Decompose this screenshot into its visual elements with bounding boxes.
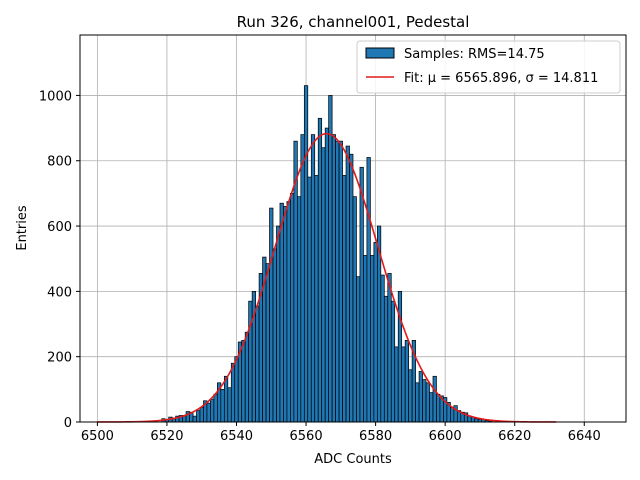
y-axis-label: Entries <box>15 205 30 251</box>
histogram-bar <box>363 255 368 423</box>
histogram-bar <box>283 206 288 423</box>
x-tick-label: 6500 <box>81 429 114 444</box>
histogram-bars <box>161 85 493 423</box>
legend: Samples: RMS=14.75 Fit: μ = 6565.896, σ … <box>356 40 621 94</box>
legend-label-samples: Samples: RMS=14.75 <box>404 47 545 62</box>
x-tick-label: 6580 <box>359 429 392 444</box>
histogram-bar <box>220 388 225 423</box>
histogram-bar <box>436 393 441 423</box>
histogram-bar <box>210 398 215 423</box>
histogram-bar <box>359 166 364 423</box>
histogram-bar <box>227 387 232 423</box>
histogram-bar <box>415 382 420 423</box>
histogram-bar <box>300 134 305 423</box>
y-tick-label: 1000 <box>39 89 72 104</box>
histogram-bar <box>317 117 323 423</box>
histogram-bar <box>230 362 236 423</box>
x-tick-label: 6640 <box>568 429 601 444</box>
histogram-bar <box>422 379 427 423</box>
histogram-bar <box>269 207 274 423</box>
histogram-bar <box>432 375 437 423</box>
histogram-bar <box>390 300 396 423</box>
histogram-bar <box>223 375 229 423</box>
histogram-bar <box>338 140 343 423</box>
histogram-bar <box>244 331 250 423</box>
histogram-bar <box>404 340 409 423</box>
histogram-bar <box>307 176 312 423</box>
y-axis-ticks: 0 200 400 600 800 1000 <box>39 89 80 431</box>
legend-swatch-samples <box>365 47 395 59</box>
histogram-bar <box>321 147 326 423</box>
histogram-bar <box>352 196 357 423</box>
histogram-bar <box>196 410 201 423</box>
x-tick-label: 6560 <box>290 429 323 444</box>
histogram-bar <box>331 134 336 423</box>
histogram-bar <box>192 415 197 423</box>
histogram-bar <box>303 85 309 423</box>
histogram-bar <box>234 356 239 423</box>
histogram-bar <box>370 255 375 423</box>
histogram-bar <box>383 295 389 423</box>
x-tick-label: 6620 <box>498 429 531 444</box>
histogram-bar <box>206 402 211 423</box>
histogram-bar <box>450 406 455 423</box>
histogram-bar <box>349 153 354 423</box>
x-axis-label: ADC Counts <box>314 452 392 467</box>
x-tick-label: 6520 <box>150 429 183 444</box>
histogram-bar <box>241 340 246 423</box>
histogram-bar <box>255 305 260 423</box>
y-tick-label: 600 <box>47 220 72 235</box>
histogram-bar <box>324 127 330 423</box>
histogram-bar <box>380 274 385 423</box>
histogram-bar <box>248 300 253 423</box>
histogram-bar <box>297 196 302 423</box>
histogram-bar <box>345 145 350 423</box>
histogram-bar <box>328 95 333 423</box>
y-tick-label: 200 <box>47 351 72 366</box>
histogram-bar <box>290 193 295 423</box>
histogram-bar <box>401 346 406 423</box>
histogram-bar <box>265 263 270 423</box>
x-tick-label: 6540 <box>220 429 253 444</box>
histogram-bar <box>272 248 277 423</box>
x-axis-ticks: 6500 6520 6540 6560 6580 6600 6620 6640 <box>81 422 601 444</box>
histogram-bar <box>310 134 316 423</box>
histogram-bar <box>425 382 430 423</box>
histogram-bar <box>429 392 434 423</box>
histogram-bar <box>366 157 371 423</box>
histogram-bar <box>335 140 340 423</box>
histogram-bar <box>373 242 378 423</box>
histogram-bar <box>286 201 291 423</box>
histogram-bar <box>199 406 204 423</box>
y-tick-label: 0 <box>64 416 72 431</box>
chart-title: Run 326, channel001, Pedestal <box>237 13 470 31</box>
y-tick-label: 400 <box>47 285 72 300</box>
histogram-bar <box>356 276 361 423</box>
histogram-bar <box>408 369 413 423</box>
histogram-bar <box>213 393 218 423</box>
legend-box <box>356 40 621 94</box>
histogram-bar <box>314 175 319 423</box>
plot-frame <box>79 34 627 423</box>
x-tick-label: 6600 <box>429 429 462 444</box>
y-tick-label: 800 <box>47 155 72 170</box>
histogram-bar <box>279 202 284 423</box>
histogram-bar <box>397 291 403 423</box>
histogram-bar <box>276 225 281 423</box>
histogram-bar <box>394 346 399 423</box>
histogram-bar <box>342 175 347 423</box>
legend-label-fit: Fit: μ = 6565.896, σ = 14.811 <box>404 71 598 86</box>
histogram-bar <box>418 371 423 423</box>
fit-curve <box>97 132 557 423</box>
histogram-bar <box>387 273 392 423</box>
